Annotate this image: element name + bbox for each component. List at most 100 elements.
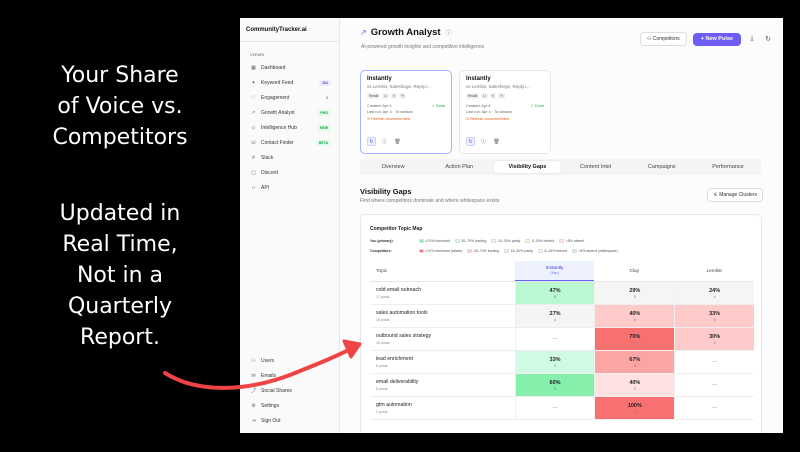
sidebar-item-keyword-feed[interactable]: ✦ Keyword Feed 264	[240, 75, 339, 90]
sidebar-item-intelligence-hub[interactable]: ◇ Intelligence Hub NEW	[240, 120, 339, 135]
sidebar-item-emails[interactable]: ✉ Emails	[240, 368, 339, 383]
legend-swatch	[525, 239, 531, 244]
sidebar-item-dashboard[interactable]: ▦ Dashboard	[240, 60, 339, 75]
sidebar-item-contact-finder[interactable]: ☏ Contact Finder BETA	[240, 135, 339, 150]
tab-campaigns[interactable]: Campaigns	[647, 164, 676, 170]
competitor-topic-map: Competitor Topic Map You (primary): ≥70% …	[360, 214, 762, 433]
table-row[interactable]: sales automation tools 15 posts 27% 4 40% 6 33…	[370, 305, 755, 328]
sidebar-badge: 264	[319, 79, 331, 86]
table-row[interactable]: cold email outreach 17 posts 47% 8 29% 5 24% 4	[370, 282, 755, 305]
tab-action-plan[interactable]: Action Plan	[445, 164, 474, 170]
new-pulse-button[interactable]: + New Pulse	[692, 32, 741, 46]
sidebar-item-discord[interactable]: ▢ Discord	[240, 165, 339, 180]
bulb-icon: ◇	[251, 124, 256, 131]
tab-visibility-gaps[interactable]: Visibility Gaps	[494, 161, 561, 173]
table-row[interactable]: outbound sales strategy 10 posts —70% 7 30% 3	[370, 328, 755, 351]
info-icon[interactable]: ⓘ	[480, 139, 486, 145]
headline-line: of Voice vs.	[57, 94, 183, 119]
sidebar-item-label: Discord	[261, 169, 278, 176]
tab-content-intel[interactable]: Content Intel	[580, 164, 612, 170]
download-icon[interactable]: ⤓	[750, 35, 754, 42]
platform-tag: Li	[481, 93, 488, 99]
sidebar-item-api[interactable]: ‹› API	[240, 180, 339, 195]
sidebar-item-social-shares[interactable]: ⤴ Social Shares	[240, 383, 339, 398]
views-section-label: VIEWS	[250, 52, 265, 57]
share-count: 4	[554, 317, 556, 322]
pulse-card[interactable]: Instantly vs Lemlist, Salesforge, Reply.i…	[360, 70, 452, 154]
column-header: Clay	[594, 261, 674, 281]
share-percent: 60%	[549, 379, 561, 386]
page-header: ↗ Growth Analyst ⓘ AI-powered growth ins…	[340, 18, 783, 70]
card-meta: Created: Apr 4 Last run: Apr 4 · 7d windo…	[466, 103, 544, 115]
card-tags: Reddit Li X Yt	[367, 93, 445, 99]
share-count: 3	[554, 386, 556, 391]
sidebar-item-engagement[interactable]: ♡ Engagement 0	[240, 90, 339, 105]
topic-posts: 5 posts	[376, 387, 388, 391]
table-row[interactable]: gtm automation 2 posts — 100% 2 —	[370, 397, 755, 420]
share-percent: 24%	[709, 287, 721, 294]
pulse-card[interactable]: Instantly vs Lemlist, Salesforge, Reply.i…	[459, 70, 551, 154]
sidebar-item-users[interactable]: ⚇ Users	[240, 353, 339, 368]
info-icon[interactable]: ⓘ	[381, 139, 387, 145]
sidebar-item-label: API	[261, 184, 270, 191]
refresh-icon[interactable]: ↻	[466, 137, 475, 146]
sidebar-badge: NEW	[316, 124, 331, 131]
legend-swatch	[419, 249, 424, 254]
table-row[interactable]: lead enrichment 6 posts 33% 2 67% 4—	[370, 351, 755, 374]
table-row[interactable]: email deliverability 5 posts 60% 3 40% 2—	[370, 374, 755, 397]
refresh-icon[interactable]: ↻	[367, 137, 376, 146]
share-cell: —	[514, 328, 595, 350]
legend-swatch	[491, 239, 497, 244]
legend-swatch	[467, 249, 473, 254]
sidebar-item-settings[interactable]: ⚙ Settings	[240, 398, 339, 413]
topic-name: cold email outreach	[376, 287, 421, 293]
tab-overview[interactable]: Overview	[381, 164, 405, 170]
column-header: Instantly (You)	[514, 261, 595, 281]
legend-label: Competitors:	[370, 249, 392, 254]
main-content: ↗ Growth Analyst ⓘ AI-powered growth ins…	[340, 18, 783, 433]
share-count: 5	[713, 317, 716, 322]
sidebar-item-sign-out[interactable]: ⇥ Sign Out	[240, 413, 339, 428]
topic-cell: sales automation tools 15 posts	[370, 305, 515, 327]
topic-cell: cold email outreach 17 posts	[370, 282, 515, 304]
sidebar-badge: 0	[326, 95, 328, 100]
empty-cell: —	[712, 382, 718, 388]
topic-name: gtm automation	[376, 402, 412, 408]
sidebar-item-label: Social Shares	[261, 387, 292, 394]
share-count: 6	[633, 317, 636, 322]
trash-icon[interactable]: 🗑	[394, 138, 401, 145]
share-cell: 70% 7	[594, 328, 675, 350]
topic-cell: gtm automation 2 posts	[370, 397, 515, 419]
sidebar-item-label: Contact Finder	[261, 139, 294, 146]
competitors-button[interactable]: ⚇ Competitors	[639, 32, 687, 46]
card-title: Instantly	[466, 76, 491, 82]
legend-swatch	[571, 249, 577, 254]
topic-cell: outbound sales strategy 10 posts	[370, 328, 515, 350]
column-name: Topic	[376, 268, 388, 274]
help-icon[interactable]: ⓘ	[445, 31, 452, 37]
card-last-run: Last run: Apr 4 · 7d window	[367, 110, 414, 114]
trend-icon: ↗	[360, 28, 367, 37]
manage-clusters-button[interactable]: ⚟ Manage Clusters	[707, 188, 763, 202]
share-percent: 67%	[629, 356, 641, 363]
sidebar-item-slack[interactable]: # Slack	[240, 150, 339, 165]
share-percent: 33%	[549, 356, 561, 363]
sidebar-item-growth-analyst[interactable]: ↗ Growth Analyst PRO	[240, 105, 339, 120]
share-count: 7	[633, 340, 636, 345]
users-icon: ⚇	[646, 36, 653, 42]
share-cell: 33% 2	[514, 351, 595, 373]
trash-icon[interactable]: 🗑	[493, 138, 500, 145]
tab-performance[interactable]: Performance	[712, 164, 744, 170]
legend-swatch	[454, 239, 460, 244]
card-actions: ↻ ⓘ 🗑	[367, 137, 402, 146]
card-created: Created: Apr 4	[367, 104, 392, 108]
share-cell: —	[674, 397, 755, 419]
code-icon: ‹›	[251, 184, 256, 191]
card-status: ✓ Done	[431, 104, 445, 108]
column-name: Instantly	[545, 266, 564, 271]
share-cell: 40% 6	[594, 305, 675, 327]
share-count: 4	[713, 294, 716, 299]
legend-item: <5% absent	[559, 239, 584, 244]
card-subtitle: vs Lemlist, Salesforge, Reply.i...	[367, 84, 431, 89]
refresh-icon[interactable]: ↻	[765, 36, 771, 43]
